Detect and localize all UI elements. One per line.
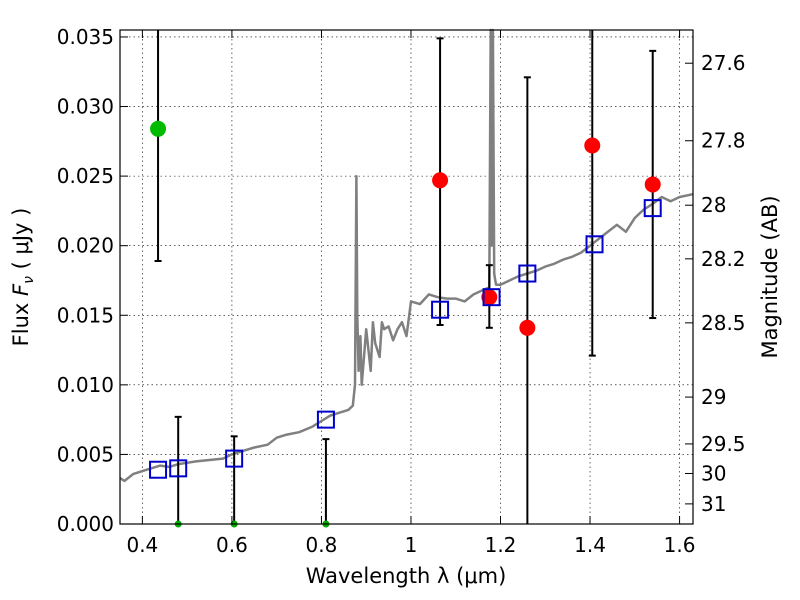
- y2-tick-label: 29: [701, 385, 726, 409]
- y-tick-label: 0.010: [57, 373, 114, 397]
- model-square-marker: [643, 199, 662, 218]
- photometry-point: [150, 120, 167, 137]
- y-axis-ticks: 0.000 0.005 0.010 0.015 0.020 0.025 0.030 0.035: [57, 25, 128, 536]
- x-tick-label: 1.2: [485, 533, 517, 557]
- model-square-marker: [482, 288, 501, 307]
- x-tick-label: 1: [405, 533, 418, 557]
- sed-line-path: [119, 28, 694, 483]
- y2-tick-label: 27.8: [701, 129, 746, 153]
- y-tick-label: 0.015: [57, 303, 114, 327]
- y-tick-label: 0.005: [57, 442, 114, 466]
- model-square-marker: [149, 460, 168, 479]
- y-tick-label: 0.035: [57, 25, 114, 49]
- model-square-marker: [585, 235, 604, 254]
- y2-tick-label: 28: [701, 193, 726, 217]
- y2-tick-label: 30: [701, 461, 726, 485]
- x-tick-label: 0.8: [306, 533, 338, 557]
- x-axis-ticks: 0.4 0.6 0.8 1 1.2 1.4 1.6: [126, 30, 695, 557]
- x-axis-label: Wavelength λ (μm): [306, 564, 507, 588]
- y-tick-label: 0.020: [57, 234, 114, 258]
- y2-axis-label: Magnitude (AB): [758, 195, 782, 358]
- photometry-point: [481, 289, 498, 306]
- y-tick-label: 0.025: [57, 164, 114, 188]
- y-axis-label-prefix: Flux: [9, 296, 33, 346]
- photometry-point: [584, 137, 601, 154]
- photometry-point: [519, 319, 536, 336]
- y-tick-label: 0.000: [57, 512, 114, 536]
- y2-tick-label: 31: [701, 492, 726, 516]
- y-axis-label: Flux Fν ( μJy ): [9, 208, 37, 347]
- plot-frame: [119, 29, 694, 525]
- y2-tick-label: 29.5: [701, 432, 746, 456]
- y2-tick-label: 28.2: [701, 247, 746, 271]
- model-square-marker: [169, 459, 188, 478]
- model-sed-curve: [119, 28, 694, 483]
- y-tick-label: 0.030: [57, 95, 114, 119]
- x-tick-label: 1.6: [664, 533, 696, 557]
- model-square-marker: [431, 300, 450, 319]
- x-tick-label: 0.4: [126, 533, 158, 557]
- model-square-marker: [316, 410, 335, 429]
- y-axis-label-subscript: ν: [21, 276, 37, 284]
- y-axis-label-suffix: ( μJy ): [9, 208, 33, 276]
- photometry-point: [644, 176, 661, 193]
- y2-axis-ticks: 27.6 27.8 28 28.2 28.5 29 29.5 30 31: [685, 51, 746, 516]
- y2-tick-label: 28.5: [701, 311, 746, 335]
- y2-tick-label: 27.6: [701, 51, 746, 75]
- photometry-point: [432, 172, 449, 189]
- x-tick-label: 1.4: [574, 533, 606, 557]
- model-square-marker: [518, 264, 537, 283]
- model-square-marker: [225, 449, 244, 468]
- x-tick-label: 0.6: [216, 533, 248, 557]
- y-axis-label-symbol: F: [9, 283, 33, 296]
